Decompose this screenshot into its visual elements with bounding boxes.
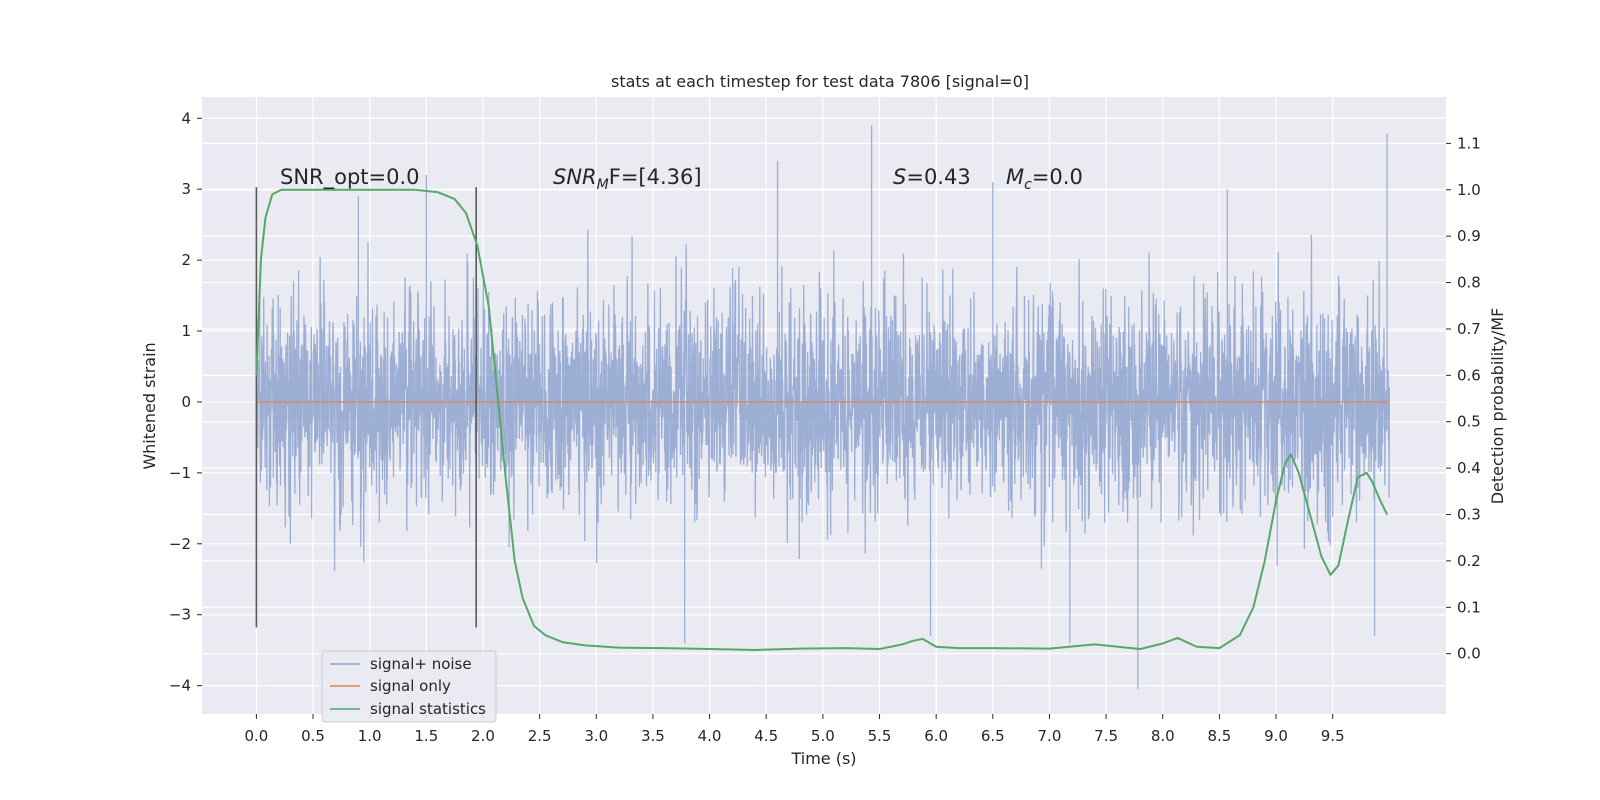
x-tick-label: 8.5 xyxy=(1207,727,1231,745)
y-tick-label-right: 1.0 xyxy=(1457,181,1481,199)
x-tick-label: 2.5 xyxy=(528,727,552,745)
x-tick-label: 5.5 xyxy=(868,727,892,745)
y-tick-label-right: 0.8 xyxy=(1457,274,1481,292)
x-tick-label: 5.0 xyxy=(811,727,835,745)
mc-annotation: Mc=0.0 xyxy=(1006,165,1083,193)
x-axis-ticks: 0.0 0.5 1.0 1.5 2.0 2.5 3.0 3.5 4.0 4.5 5.0 5.5 6.0 6… xyxy=(244,714,1345,745)
y-tick-label-left: −1 xyxy=(169,464,191,482)
y-tick-label-left: −3 xyxy=(169,606,191,624)
s-annotation: S=0.43 xyxy=(893,165,971,189)
chart-title: stats at each timestep for test data 780… xyxy=(611,72,1029,91)
signal-statistics-series xyxy=(255,188,1388,651)
legend-label-signal-statistics: signal statistics xyxy=(370,700,486,718)
y-tick-label-right: 0.9 xyxy=(1457,227,1481,245)
signal-statistics-line xyxy=(255,188,1388,651)
x-tick-label: 1.5 xyxy=(414,727,438,745)
x-tick-label: 3.0 xyxy=(584,727,608,745)
y-tick-label-right: 0.2 xyxy=(1457,552,1481,570)
snr-mf-value: F=[4.36] xyxy=(609,165,702,189)
x-tick-label: 3.5 xyxy=(641,727,665,745)
y-tick-label-right: 0.3 xyxy=(1457,506,1481,524)
x-tick-label: 1.0 xyxy=(358,727,382,745)
y-tick-label-left: 2 xyxy=(181,251,191,269)
y-tick-label-left: −2 xyxy=(169,535,191,553)
x-tick-label: 7.5 xyxy=(1094,727,1118,745)
s-symbol: S xyxy=(893,165,906,189)
legend: signal+ noise signal only signal statist… xyxy=(321,650,497,723)
snr-mf-subscript: M xyxy=(597,177,609,193)
mc-subscript: c xyxy=(1024,177,1032,193)
snr-opt-annotation: SNR_opt=0.0 xyxy=(280,165,420,190)
right-axis-label: Detection probability/MF xyxy=(1488,308,1507,505)
mc-symbol: M xyxy=(1006,165,1024,189)
x-axis-label: Time (s) xyxy=(790,749,856,768)
y-tick-label-right: 0.5 xyxy=(1457,413,1481,431)
snr-mf-annotation: SNRMF=[4.36] xyxy=(553,165,702,193)
right-axis-ticks: 1.1 1.0 0.9 0.8 0.7 0.6 0.5 0.4 0.3 0.2 0.1 0.0 xyxy=(1446,134,1481,663)
x-tick-label: 9.5 xyxy=(1321,727,1345,745)
x-tick-label: 0.0 xyxy=(244,727,268,745)
left-axis-ticks: 4 3 2 1 0 −1 −2 −3 −4 xyxy=(169,109,202,695)
s-value: =0.43 xyxy=(906,165,970,189)
y-tick-label-right: 0.7 xyxy=(1457,320,1481,338)
left-axis-label: Whitened strain xyxy=(140,342,159,469)
signal-noise-series xyxy=(255,125,1390,690)
y-tick-label-left: −4 xyxy=(169,677,191,695)
x-tick-label: 4.5 xyxy=(754,727,778,745)
x-tick-label: 9.0 xyxy=(1264,727,1288,745)
x-tick-label: 2.0 xyxy=(471,727,495,745)
x-tick-label: 8.0 xyxy=(1151,727,1175,745)
x-tick-label: 0.5 xyxy=(301,727,325,745)
signal-noise-trace xyxy=(255,125,1390,690)
x-tick-label: 6.5 xyxy=(981,727,1005,745)
mc-value: =0.0 xyxy=(1032,165,1083,189)
y-tick-label-right: 0.0 xyxy=(1457,645,1481,663)
window-markers xyxy=(255,187,477,628)
x-tick-label: 4.0 xyxy=(698,727,722,745)
y-tick-label-left: 0 xyxy=(181,393,191,411)
x-tick-label: 6.0 xyxy=(924,727,948,745)
y-tick-label-right: 0.6 xyxy=(1457,366,1481,384)
snr-mf-symbol: SNR xyxy=(553,165,597,189)
y-tick-label-right: 1.1 xyxy=(1457,134,1481,152)
y-tick-label-left: 3 xyxy=(181,180,191,198)
y-tick-label-left: 4 xyxy=(181,109,191,127)
y-tick-label-right: 0.4 xyxy=(1457,459,1481,477)
x-tick-label: 7.0 xyxy=(1038,727,1062,745)
y-tick-label-left: 1 xyxy=(181,322,191,340)
y-tick-label-right: 0.1 xyxy=(1457,598,1481,616)
legend-label-signal-noise: signal+ noise xyxy=(370,655,472,673)
legend-label-signal-only: signal only xyxy=(370,677,451,695)
